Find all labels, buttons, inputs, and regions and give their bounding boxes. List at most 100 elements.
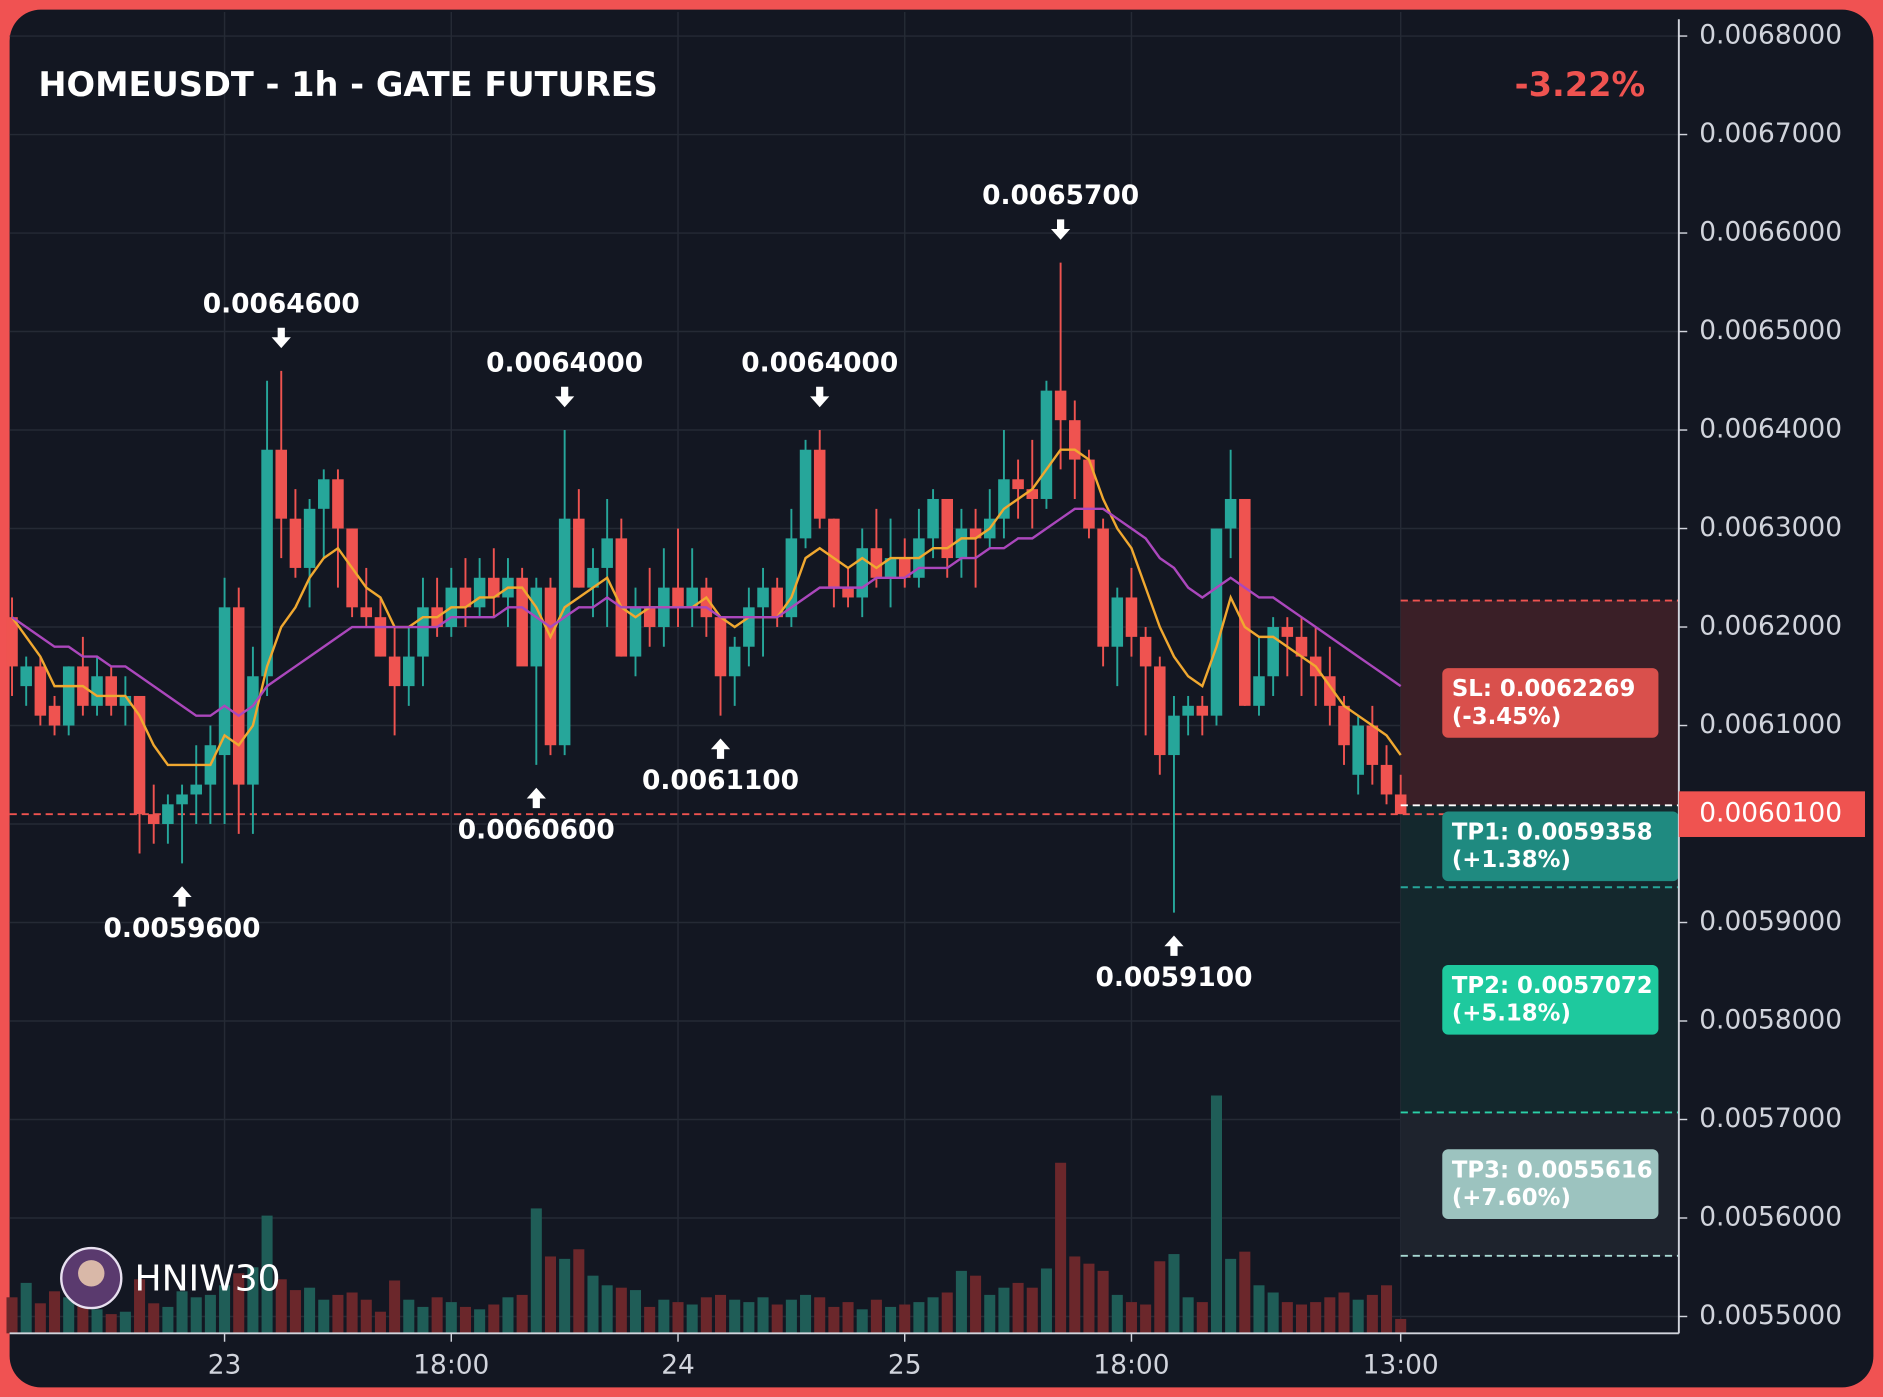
candle-body (1394, 794, 1407, 815)
volume-bar (1267, 1292, 1279, 1334)
volume-bar (374, 1311, 386, 1334)
volume-bar (998, 1287, 1010, 1334)
volume-bar (219, 1285, 231, 1334)
candle-body (1125, 597, 1138, 637)
candle-body (417, 607, 429, 657)
candle-body (1069, 420, 1081, 460)
y-tick-label: 0.0055000 (1699, 1300, 1842, 1331)
candle-body (530, 587, 543, 667)
volume-bar (970, 1275, 982, 1334)
annotation-arrow (271, 327, 291, 349)
chart-title: HOMEUSDT - 1h - GATE FUTURES (38, 65, 657, 104)
volume-bar (757, 1297, 769, 1334)
candle-body (1083, 459, 1095, 529)
y-tick-label: 0.0064000 (1699, 414, 1842, 445)
volume-bar (431, 1297, 443, 1334)
volume-bar (261, 1215, 273, 1334)
price-change: -3.22% (1515, 65, 1646, 104)
y-tick-label: 0.0062000 (1699, 611, 1842, 642)
volume-bar (148, 1303, 160, 1334)
volume-bar (20, 1282, 32, 1334)
volume-bar (1366, 1294, 1378, 1334)
candle-body (62, 666, 75, 726)
volume-bar (1295, 1304, 1308, 1334)
level-change: (+1.38%) (1452, 847, 1571, 873)
volume-bar (601, 1285, 613, 1334)
volume-bar (927, 1297, 939, 1334)
level-label: TP3: 0.0055616 (1452, 1157, 1653, 1183)
volume-bar (955, 1270, 967, 1334)
volume-bar (134, 1279, 146, 1334)
volume-bar (856, 1309, 868, 1334)
annotation-label: 0.0064600 (203, 288, 360, 319)
y-tick-label: 0.0063000 (1699, 512, 1842, 543)
candle-body (488, 577, 500, 598)
candle-body (998, 479, 1010, 519)
candle-body (927, 498, 939, 539)
candle-body (1224, 498, 1237, 529)
candle-body (969, 528, 982, 539)
candle-body (1040, 390, 1053, 499)
volume-bar (1281, 1302, 1293, 1334)
level-label-box (1442, 1149, 1659, 1219)
x-tick-label: 25 (888, 1349, 922, 1380)
volume-bar (1140, 1304, 1152, 1334)
y-tick-label: 0.0057000 (1699, 1103, 1842, 1134)
volume-bar (204, 1294, 216, 1334)
candle-body (856, 548, 868, 598)
annotation-label: 0.0064000 (741, 347, 898, 378)
candle-body (133, 695, 146, 815)
candle-body (459, 587, 472, 608)
candle-body (247, 676, 259, 785)
annotation-label: 0.0061100 (642, 765, 799, 796)
candle-body (232, 607, 245, 785)
x-tick-label: 23 (208, 1349, 242, 1380)
x-tick-label: 18:00 (413, 1349, 489, 1380)
volume-bar (771, 1304, 783, 1334)
candle-body (870, 548, 883, 578)
level-label-box (1442, 964, 1659, 1035)
candle-body (1239, 498, 1251, 706)
volume-bar (1210, 1095, 1223, 1334)
candle-body (1182, 705, 1194, 716)
volume-bar (842, 1302, 854, 1334)
candle-body (544, 587, 557, 746)
candle-body (686, 587, 698, 608)
x-tick-label: 13:00 (1363, 1349, 1439, 1380)
candle-body (6, 617, 18, 667)
candle-body (714, 617, 727, 677)
candle-body (771, 587, 783, 618)
candle-body (1295, 636, 1308, 657)
candle-body (1380, 764, 1393, 795)
annotation-arrow (172, 886, 192, 907)
candle-body (162, 804, 174, 825)
y-tick-label: 0.0058000 (1699, 1005, 1842, 1036)
volume-bar (984, 1294, 996, 1334)
candle-body (1210, 528, 1223, 716)
volume-bar (573, 1249, 585, 1334)
level-change: (+7.60%) (1452, 1185, 1571, 1211)
volume-bar (1395, 1318, 1407, 1334)
candle-body (91, 676, 103, 706)
candle-body (898, 558, 911, 578)
volume-bar (1253, 1285, 1265, 1334)
volume-bar (346, 1292, 358, 1334)
last-price-tag (1678, 791, 1865, 837)
candle-body (558, 518, 571, 746)
volume-bar (644, 1306, 656, 1334)
candle-body (403, 656, 415, 687)
volume-bar (1352, 1299, 1364, 1334)
volume-bar (34, 1303, 46, 1334)
volume-bar (105, 1314, 117, 1334)
level-change: (+5.18%) (1452, 1001, 1571, 1027)
volume-bar (49, 1291, 61, 1334)
y-tick-label: 0.0067000 (1699, 118, 1842, 149)
volume-bar (332, 1294, 344, 1334)
y-tick-label: 0.0059000 (1699, 906, 1842, 937)
volume-bar (1225, 1258, 1237, 1334)
candle-body (261, 449, 273, 677)
watermark: HNIW30 (135, 1258, 281, 1299)
volume-bar (1168, 1254, 1180, 1334)
